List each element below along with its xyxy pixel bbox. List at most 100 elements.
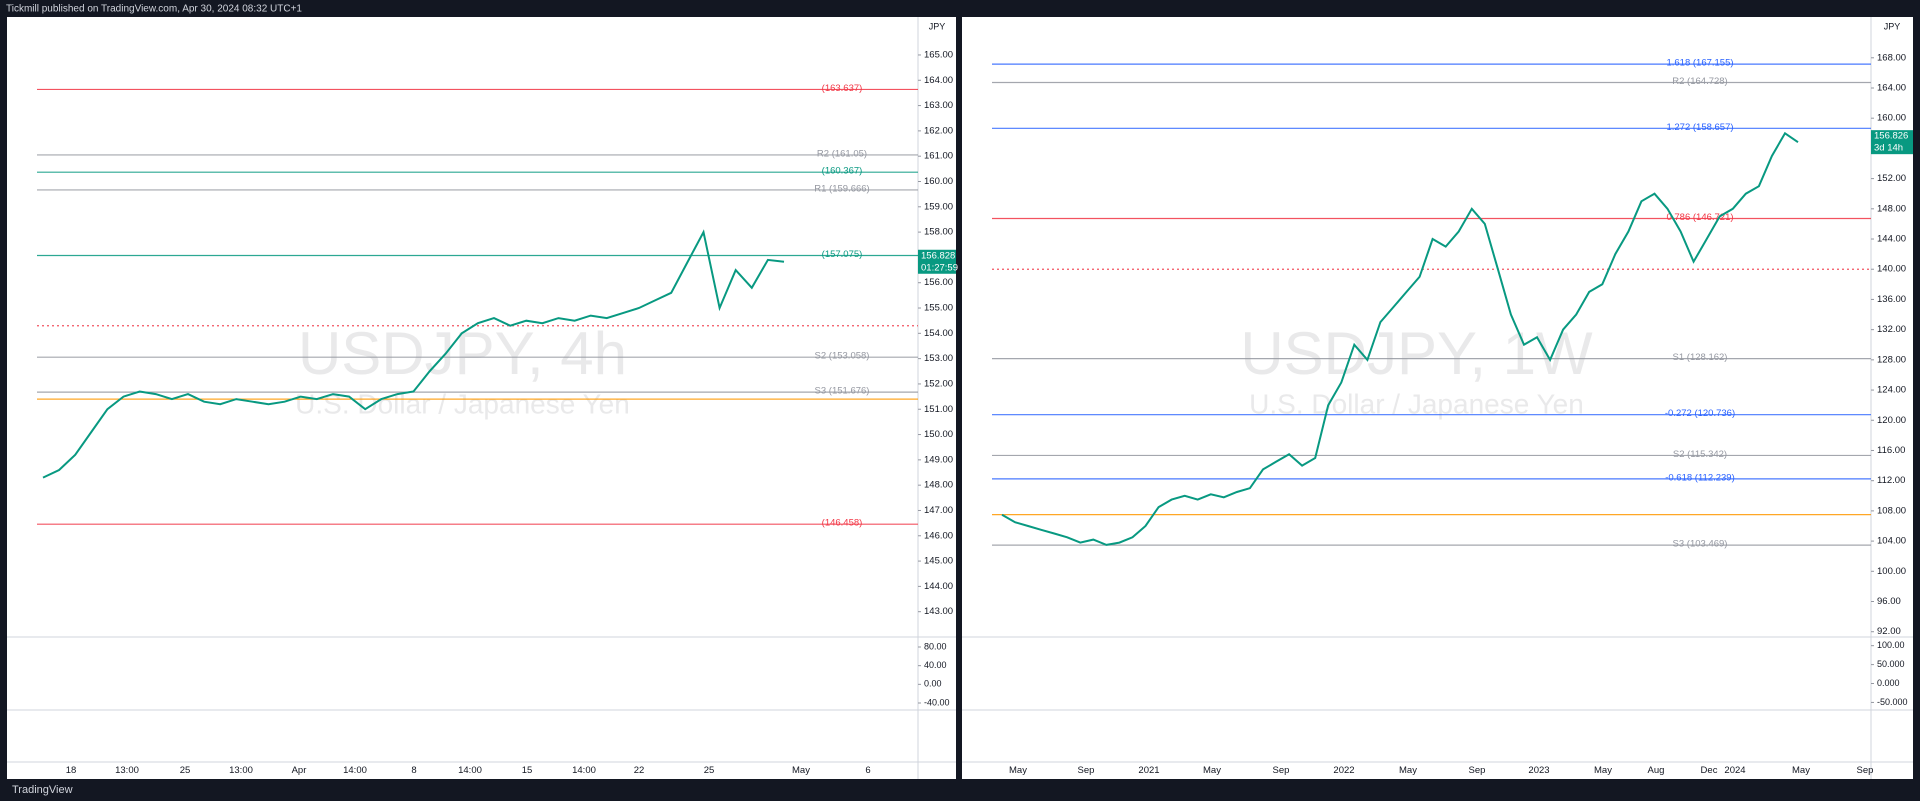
price-tick-label: 112.00 — [1877, 475, 1905, 486]
time-label: May — [1399, 765, 1417, 776]
level-label: (157.075) — [822, 249, 863, 260]
time-label: Sep — [1469, 765, 1486, 776]
price-tick-label: 92.00 — [1877, 626, 1901, 637]
footer-brand: TradingView — [12, 784, 73, 796]
level-label: R2 (164.728) — [1672, 76, 1727, 87]
price-tick-label: 148.00 — [924, 480, 953, 491]
price-tick-label: 149.00 — [924, 454, 953, 465]
last-price-badge — [918, 249, 956, 274]
countdown-label: 01:27:59 — [921, 262, 958, 273]
price-tick-label: 154.00 — [924, 328, 953, 339]
price-tick-label: 100.00 — [1877, 566, 1906, 577]
time-label: 2021 — [1138, 765, 1159, 776]
price-line — [42, 229, 785, 479]
price-tick-label: 155.00 — [924, 303, 953, 314]
osc-tick-label: 0.00 — [924, 679, 942, 689]
price-tick-label: 140.00 — [1877, 264, 1906, 275]
price-tick-label: 164.00 — [924, 75, 953, 86]
panel-bg — [962, 17, 1913, 779]
countdown-label: 3d 14h — [1874, 143, 1903, 154]
price-tick-label: 156.00 — [924, 277, 953, 288]
last-price-label: 156.828 — [921, 250, 955, 261]
level-label: 0.786 (146.721) — [1666, 212, 1733, 223]
price-tick-label: 160.00 — [924, 176, 953, 187]
watermark-symbol: USDJPY, 4h — [298, 320, 627, 387]
level-label: 1.272 (158.657) — [1666, 122, 1733, 133]
level-label: R2 (161.05) — [817, 148, 867, 159]
level-label: S1 (128.162) — [1673, 352, 1728, 363]
price-tick-label: 116.00 — [1877, 445, 1905, 456]
price-tick-label: 150.00 — [924, 429, 953, 440]
time-label: 22 — [634, 765, 645, 776]
price-tick-label: 153.00 — [924, 353, 953, 364]
time-label: 14:00 — [343, 765, 367, 776]
price-tick-label: 120.00 — [1877, 415, 1906, 426]
price-tick-label: 152.00 — [1877, 173, 1906, 184]
currency-label: JPY — [1884, 21, 1901, 31]
time-label: 2024 — [1724, 765, 1745, 776]
watermark-symbol: USDJPY, 1W — [1240, 320, 1593, 387]
price-tick-label: 143.00 — [924, 606, 953, 617]
price-tick-label: 104.00 — [1877, 536, 1906, 547]
level-label: S3 (151.676) — [815, 386, 870, 397]
price-tick-label: 96.00 — [1877, 596, 1901, 607]
header-text: Tickmill published on TradingView.com, A… — [6, 4, 302, 15]
time-label: 13:00 — [229, 765, 253, 776]
price-tick-label: 132.00 — [1877, 324, 1906, 335]
time-label: May — [1792, 765, 1810, 776]
price-tick-label: 144.00 — [1877, 234, 1906, 245]
level-label: S2 (153.058) — [815, 351, 870, 362]
price-tick-label: 128.00 — [1877, 354, 1906, 365]
price-line — [1001, 131, 1799, 546]
price-tick-label: 163.00 — [924, 100, 953, 111]
price-tick-label: 108.00 — [1877, 505, 1906, 516]
time-label: 2023 — [1528, 765, 1549, 776]
time-label: 14:00 — [458, 765, 482, 776]
last-price-badge — [1871, 130, 1913, 155]
level-label: -0.618 (112.239) — [1665, 472, 1735, 483]
osc-tick-label: 100.00 — [1877, 640, 1905, 650]
time-label: 6 — [865, 765, 870, 776]
price-tick-label: 151.00 — [924, 404, 953, 415]
price-tick-label: 147.00 — [924, 505, 953, 516]
time-label: Sep — [1273, 765, 1290, 776]
price-tick-label: 168.00 — [1877, 52, 1906, 63]
time-label: May — [1594, 765, 1612, 776]
price-tick-label: 162.00 — [924, 125, 953, 136]
time-label: May — [1203, 765, 1221, 776]
level-label: R1 (159.666) — [814, 183, 869, 194]
time-label: 13:00 — [115, 765, 139, 776]
time-label: Aug — [1648, 765, 1665, 776]
price-tick-label: 158.00 — [924, 227, 953, 238]
price-tick-label: 146.00 — [924, 530, 953, 541]
level-label: (160.367) — [822, 166, 863, 177]
price-tick-label: 152.00 — [924, 378, 953, 389]
price-tick-label: 145.00 — [924, 556, 953, 567]
time-label: Dec — [1701, 765, 1718, 776]
osc-tick-label: 40.00 — [924, 660, 947, 670]
level-label: (163.637) — [822, 83, 863, 94]
osc-tick-label: -40.00 — [924, 697, 950, 707]
time-label: May — [792, 765, 810, 776]
watermark-description: U.S. Dollar / Japanese Yen — [295, 388, 630, 419]
price-tick-label: 160.00 — [1877, 113, 1906, 124]
price-tick-label: 124.00 — [1877, 385, 1906, 396]
time-label: May — [1009, 765, 1027, 776]
currency-label: JPY — [929, 21, 946, 31]
time-label: Apr — [292, 765, 307, 776]
time-label: 14:00 — [572, 765, 596, 776]
osc-tick-label: 50.000 — [1877, 659, 1905, 669]
price-tick-label: 165.00 — [924, 49, 953, 60]
price-tick-label: 159.00 — [924, 201, 953, 212]
time-label: 15 — [522, 765, 533, 776]
last-price-label: 156.826 — [1874, 131, 1908, 142]
price-tick-label: 148.00 — [1877, 203, 1906, 214]
price-tick-label: 164.00 — [1877, 83, 1906, 94]
time-label: 25 — [180, 765, 191, 776]
level-label: S3 (103.469) — [1673, 539, 1728, 550]
osc-tick-label: 0.000 — [1877, 678, 1900, 688]
level-label: -0.272 (120.736) — [1665, 408, 1735, 419]
time-label: 18 — [66, 765, 77, 776]
price-tick-label: 161.00 — [924, 151, 953, 162]
